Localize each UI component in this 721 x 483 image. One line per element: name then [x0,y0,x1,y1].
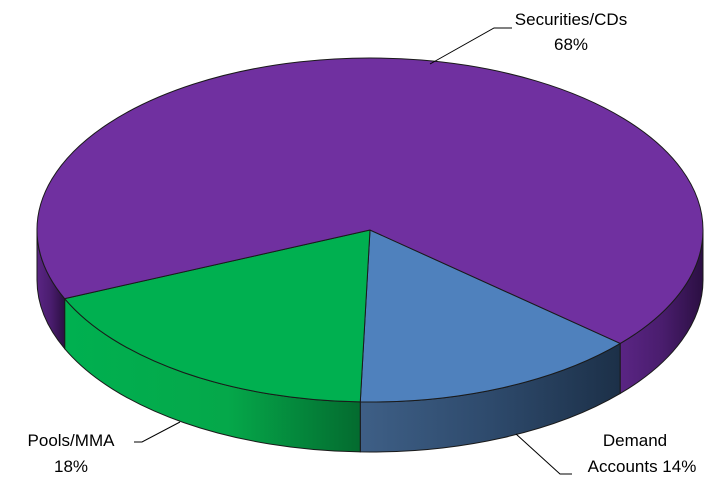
leader-line-pools [134,421,181,443]
pools-percent: 18% [54,457,88,476]
pie-tops [36,57,704,403]
leader-line-demand [515,433,572,475]
demand-percent: Accounts 14% [588,457,697,476]
securities-label: Securities/CDs [515,10,627,29]
demand-label: Demand [603,431,667,450]
slice-securities-cds [36,57,704,345]
leader-line-securities [429,27,512,65]
securities-percent: 68% [554,35,588,54]
pools-label: Pools/MMA [28,431,116,450]
slice-demand-accounts [359,229,622,403]
slice-pools-mma [63,229,371,403]
